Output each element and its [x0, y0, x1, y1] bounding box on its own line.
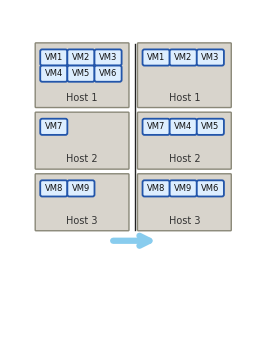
FancyBboxPatch shape — [138, 112, 231, 169]
Text: VM1: VM1 — [147, 53, 165, 62]
FancyBboxPatch shape — [197, 180, 224, 196]
Text: Host 2: Host 2 — [169, 154, 200, 164]
Text: VM5: VM5 — [72, 69, 90, 78]
FancyBboxPatch shape — [138, 43, 231, 107]
FancyBboxPatch shape — [138, 174, 231, 231]
Text: VM9: VM9 — [174, 184, 192, 193]
FancyBboxPatch shape — [35, 174, 129, 231]
FancyBboxPatch shape — [143, 119, 170, 135]
Text: VM2: VM2 — [174, 53, 192, 62]
Text: VM4: VM4 — [45, 69, 63, 78]
Text: VM7: VM7 — [45, 122, 63, 131]
FancyBboxPatch shape — [197, 49, 224, 66]
FancyBboxPatch shape — [170, 180, 197, 196]
FancyBboxPatch shape — [94, 66, 122, 82]
Text: VM3: VM3 — [99, 53, 117, 62]
FancyBboxPatch shape — [94, 49, 122, 66]
FancyBboxPatch shape — [35, 43, 129, 107]
FancyBboxPatch shape — [67, 180, 94, 196]
Text: Host 1: Host 1 — [66, 93, 98, 102]
Text: VM9: VM9 — [72, 184, 90, 193]
Text: VM6: VM6 — [201, 184, 220, 193]
Text: VM1: VM1 — [45, 53, 63, 62]
FancyBboxPatch shape — [197, 119, 224, 135]
Text: Host 3: Host 3 — [66, 216, 98, 226]
Text: Host 1: Host 1 — [169, 93, 200, 102]
FancyBboxPatch shape — [170, 119, 197, 135]
Text: Host 3: Host 3 — [169, 216, 200, 226]
FancyBboxPatch shape — [143, 49, 170, 66]
Text: VM2: VM2 — [72, 53, 90, 62]
Text: Host 2: Host 2 — [66, 154, 98, 164]
FancyBboxPatch shape — [40, 119, 67, 135]
FancyBboxPatch shape — [40, 66, 67, 82]
FancyBboxPatch shape — [40, 180, 67, 196]
Text: VM3: VM3 — [201, 53, 220, 62]
FancyBboxPatch shape — [67, 66, 94, 82]
FancyBboxPatch shape — [143, 180, 170, 196]
Text: VM8: VM8 — [45, 184, 63, 193]
FancyBboxPatch shape — [170, 49, 197, 66]
FancyBboxPatch shape — [35, 112, 129, 169]
FancyBboxPatch shape — [40, 49, 67, 66]
Text: VM7: VM7 — [147, 122, 165, 131]
Text: VM6: VM6 — [99, 69, 117, 78]
Text: VM8: VM8 — [147, 184, 165, 193]
FancyBboxPatch shape — [67, 49, 94, 66]
Text: VM4: VM4 — [174, 122, 192, 131]
Text: VM5: VM5 — [201, 122, 220, 131]
